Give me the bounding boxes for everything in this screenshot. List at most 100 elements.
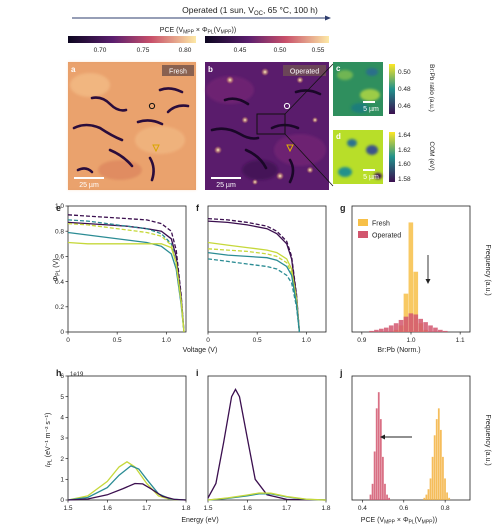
ytick-label-h-1: 1: [60, 477, 64, 484]
cbar-a-tick-0: 0.70: [94, 47, 107, 54]
g-xlabel: Br:Pb (Norm.): [377, 347, 420, 354]
bar-g-1-13: [433, 327, 438, 332]
bar-g-0-3: [408, 222, 414, 332]
j-xlabel: PCE (VMPP × ΦPL(VMPP)): [361, 517, 437, 526]
xtick-label-h-2: 1.7: [142, 505, 151, 512]
xtick-label-h-1: 1.6: [103, 505, 112, 512]
bar-g-1-14: [438, 329, 443, 332]
series-line-h-2: [67, 482, 187, 501]
colorbar-com: [389, 132, 395, 182]
ytick-label-e-0: 0: [60, 329, 64, 336]
bar-g-1-1: [374, 329, 379, 332]
bar-g-1-5: [393, 323, 399, 332]
colorbar-brpb: [389, 64, 395, 114]
panel-c-letter: c: [336, 64, 341, 73]
cbar-b-tick-0: 0.45: [234, 47, 247, 54]
svg-text:Operated (1 sun, VOC, 65 °C, 1: Operated (1 sun, VOC, 65 °C, 100 h): [182, 5, 318, 17]
plot-frame-i: [207, 375, 327, 501]
ytick-label-h-0: 0: [60, 497, 64, 504]
xtick-label-f-0: 0: [206, 337, 210, 344]
bar-j-1-6: [435, 419, 438, 500]
panel-e-letter: e: [56, 203, 61, 213]
series-line-f-2: [207, 241, 301, 333]
hi-xlabel: Energy (eV): [181, 517, 218, 524]
brpb-tick-2: 0.46: [398, 103, 411, 110]
cbar-b-tick-2: 0.55: [312, 47, 325, 54]
ytick-label-e-2: 0.4: [55, 279, 64, 286]
brpb-tick-1: 0.48: [398, 86, 411, 93]
ef-xlabel: Voltage (V): [183, 347, 218, 354]
h-ylabel: IPL (eV⁻¹ m⁻² s⁻¹): [45, 413, 54, 468]
arrow-g: [425, 255, 431, 284]
bar-j-1-12: [448, 497, 451, 500]
cbar-b-tick-1: 0.50: [274, 47, 287, 54]
bar-g-1-10: [418, 318, 423, 332]
chart-g: 0.9 1.0 1.1: [351, 205, 471, 344]
bar-g-1-4: [388, 325, 394, 332]
bar-j-1-1: [425, 494, 428, 500]
xtick-label-i-3: 1.8: [321, 505, 330, 512]
bar-g-0-2: [403, 293, 409, 332]
xtick-label-g-1: 1.0: [406, 337, 415, 344]
panel-b-map: Operated b 25 µm: [205, 62, 329, 190]
chart-e: 0 0.5 1.0 0 0.2 0.4 0.6 0.8 1.0: [55, 203, 187, 344]
bar-j-0-6: [382, 456, 384, 500]
xtick-label-i-2: 1.7: [282, 505, 291, 512]
ytick-label-e-1: 0.2: [55, 304, 64, 311]
ytick-label-h-2: 2: [60, 456, 64, 463]
series-line-h-1: [67, 465, 187, 501]
brpb-tick-0: 0.50: [398, 69, 411, 76]
panel-c-scale: 5 µm: [363, 106, 379, 113]
series-line-i-0: [207, 388, 327, 501]
bar-j-0-1: [371, 483, 374, 500]
series-line-e-0: [67, 214, 185, 333]
ytick-label-h-3: 3: [60, 435, 64, 442]
series-line-h-0: [67, 461, 187, 501]
ytick-label-e-4: 0.8: [55, 228, 64, 235]
bar-j-1-3: [429, 478, 432, 500]
xtick-label-j-1: 0.6: [399, 505, 408, 512]
series-line-e-2: [67, 219, 185, 333]
xtick-label-i-1: 1.6: [243, 505, 252, 512]
bar-j-1-10: [444, 478, 446, 500]
h-exponent: 1e19: [70, 372, 84, 378]
chart-j: 0.4 0.6 0.8: [351, 375, 471, 512]
bar-g-1-15: [442, 330, 448, 332]
e-ylabel: ΦPL (V): [53, 258, 62, 281]
panel-a-letter: a: [71, 65, 76, 74]
arrow-j: [380, 434, 412, 440]
bar-j-0-9: [388, 497, 390, 500]
bar-g-1-8: [408, 313, 414, 332]
legend-operated-label: Operated: [372, 233, 401, 240]
plot-frame-e: [67, 205, 187, 333]
xtick-label-h-3: 1.8: [181, 505, 190, 512]
brpb-label: Br:Pb ratio (a.u.): [428, 64, 435, 112]
chart-i: 1.5 1.6 1.7 1.8: [203, 375, 331, 512]
bar-g-1-11: [423, 322, 428, 332]
xtick-label-f-1: 0.5: [253, 337, 262, 344]
chart-f: 0 0.5 1.0: [206, 205, 327, 344]
bar-j-0-4: [377, 392, 380, 500]
com-tick-1: 1.62: [398, 147, 411, 154]
cbar-a-tick-2: 0.80: [179, 47, 192, 54]
panel-a-map: Fresh a 25 µm: [68, 62, 196, 190]
header-text: Operated (1 sun, V: [182, 5, 254, 15]
ytick-label-e-5: 1.0: [55, 203, 64, 210]
xtick-label-e-1: 0.5: [113, 337, 122, 344]
xtick-label-i-0: 1.5: [203, 505, 212, 512]
series-line-e-5: [67, 241, 185, 333]
chart-h: 1.5 1.6 1.7 1.8 0 1 2 3 4 5 6: [60, 373, 191, 512]
panel-b-tag: Operated: [290, 69, 319, 76]
bar-j-0-0: [369, 494, 372, 500]
j-ylabel: Frequency (a.u.): [484, 414, 491, 465]
bar-j-1-7: [437, 408, 440, 500]
legend-g: Fresh Operated: [358, 219, 401, 240]
series-line-f-5: [207, 258, 301, 333]
bar-g-1-12: [428, 325, 433, 332]
header-rest: , 65 °C, 100 h): [263, 5, 318, 15]
legend-operated-swatch: [358, 231, 368, 238]
header-sub: OC: [254, 11, 264, 17]
panel-d-scale: 5 µm: [363, 174, 379, 181]
bar-g-0-4: [413, 271, 419, 332]
panel-j-letter: j: [339, 368, 343, 378]
